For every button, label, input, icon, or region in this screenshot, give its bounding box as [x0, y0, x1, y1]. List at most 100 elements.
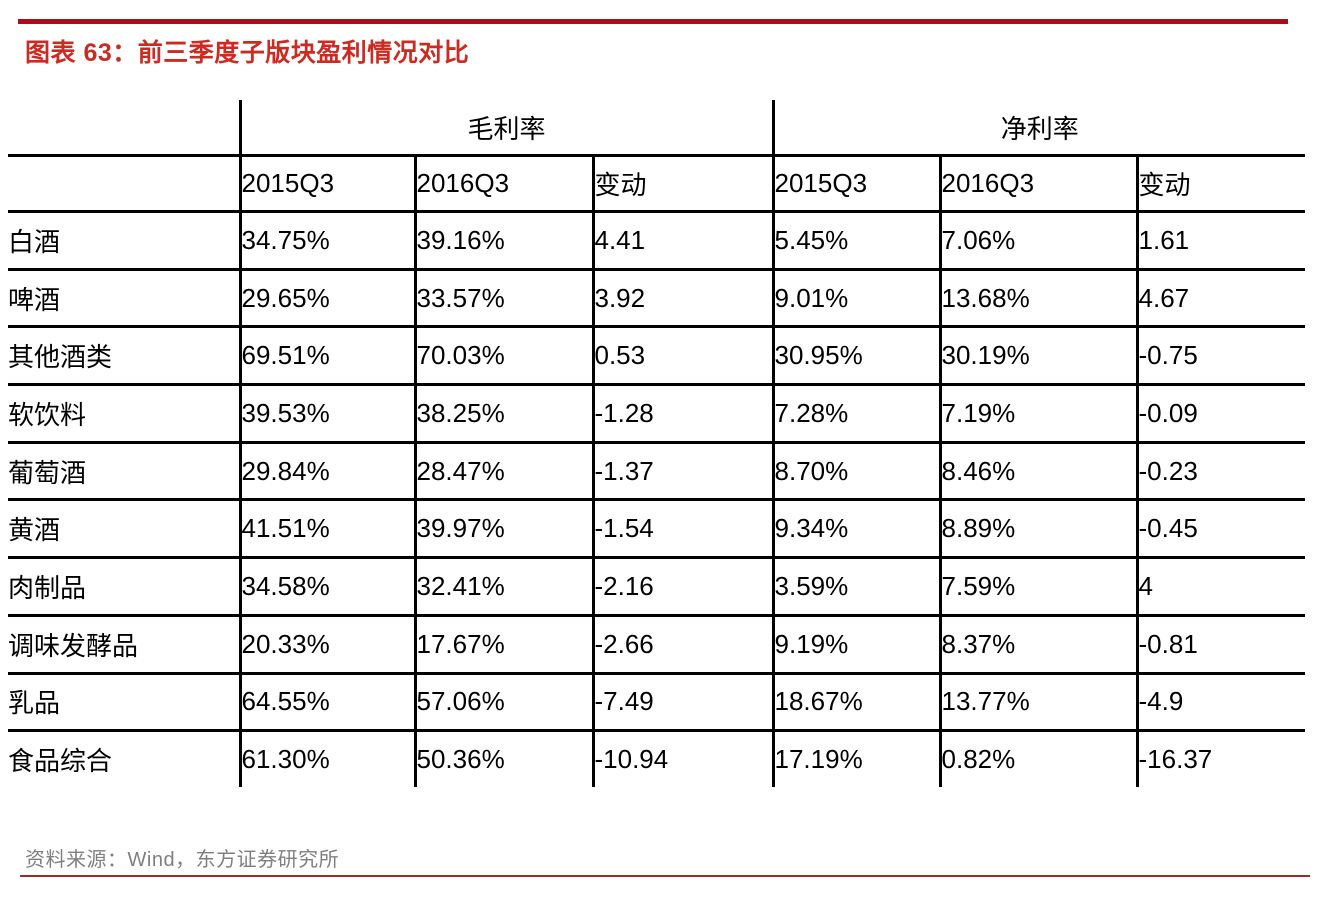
bottom-accent-rule: [20, 875, 1310, 877]
data-cell: -10.94: [591, 730, 774, 787]
row-label: 乳品: [8, 673, 240, 733]
data-cell: -0.81: [1135, 615, 1306, 675]
data-source-note: 资料来源：Wind，东方证券研究所: [25, 849, 340, 871]
data-cell: 61.30%: [238, 730, 415, 787]
data-cell: 39.97%: [413, 499, 593, 560]
column-header-nm-2015q3: 2015Q3: [771, 155, 941, 213]
data-cell: 8.37%: [938, 615, 1138, 675]
data-cell: 9.01%: [771, 269, 941, 329]
data-cell: -7.49: [591, 673, 774, 733]
table-header: 毛利率 净利率 2015Q3 2016Q3 变动 2015Q3 2016Q3 变…: [8, 100, 1306, 213]
data-cell: 41.51%: [238, 499, 415, 560]
top-accent-rule: [18, 19, 1288, 24]
data-cell: 8.46%: [938, 442, 1138, 502]
data-cell: 4.41: [591, 211, 774, 271]
data-cell: 17.19%: [771, 730, 941, 787]
table-row: 乳品 64.55% 57.06% -7.49 18.67% 13.77% -4.9: [8, 673, 1306, 733]
data-cell: 4.67: [1135, 269, 1306, 329]
data-cell: 29.84%: [238, 442, 415, 502]
data-cell: 7.06%: [938, 211, 1138, 271]
data-cell: 28.47%: [413, 442, 593, 502]
table-row: 软饮料 39.53% 38.25% -1.28 7.28% 7.19% -0.09: [8, 384, 1306, 444]
data-cell: 29.65%: [238, 269, 415, 329]
data-cell: 4: [1135, 557, 1306, 617]
data-cell: -2.16: [591, 557, 774, 617]
row-label: 软饮料: [8, 384, 240, 444]
data-cell: 30.95%: [771, 326, 941, 387]
row-label: 调味发酵品: [8, 615, 240, 675]
row-label: 食品综合: [8, 746, 113, 777]
table-row: 黄酒 41.51% 39.97% -1.54 9.34% 8.89% -0.45: [8, 499, 1306, 560]
data-cell: 57.06%: [413, 673, 593, 733]
data-cell: 7.59%: [938, 557, 1138, 617]
column-header-row: 2015Q3 2016Q3 变动 2015Q3 2016Q3 变动: [8, 155, 1306, 213]
data-cell: 20.33%: [238, 615, 415, 675]
data-cell: 64.55%: [238, 673, 415, 733]
profit-comparison-table: 毛利率 净利率 2015Q3 2016Q3 变动 2015Q3 2016Q3 变…: [8, 100, 1306, 787]
data-cell: -16.37: [1135, 730, 1306, 787]
row-label: 白酒: [8, 211, 240, 271]
table-row: 白酒 34.75% 39.16% 4.41 5.45% 7.06% 1.61: [8, 211, 1306, 271]
table-row: 其他酒类 69.51% 70.03% 0.53 30.95% 30.19% -0.75: [8, 326, 1306, 387]
data-cell: 69.51%: [238, 326, 415, 387]
data-cell: 34.58%: [238, 557, 415, 617]
data-cell: 32.41%: [413, 557, 593, 617]
data-cell: 34.75%: [238, 211, 415, 271]
row-label: 啤酒: [8, 269, 240, 329]
data-cell: 33.57%: [413, 269, 593, 329]
data-cell: 3.59%: [771, 557, 941, 617]
data-cell: 5.45%: [771, 211, 941, 271]
group-header-gross-margin: 毛利率: [238, 100, 774, 157]
column-header-nm-change: 变动: [1135, 155, 1306, 213]
profit-table-container: 毛利率 净利率 2015Q3 2016Q3 变动 2015Q3 2016Q3 变…: [8, 100, 1306, 787]
data-cell: 0.53: [591, 326, 774, 387]
data-cell: -0.75: [1135, 326, 1306, 387]
data-cell: -0.09: [1135, 384, 1306, 444]
data-cell: 70.03%: [413, 326, 593, 387]
row-label: 其他酒类: [8, 326, 240, 387]
data-cell: 7.19%: [938, 384, 1138, 444]
data-cell: -1.54: [591, 499, 774, 560]
data-cell: 7.28%: [771, 384, 941, 444]
data-cell: 8.89%: [938, 499, 1138, 560]
table-row: 葡萄酒 29.84% 28.47% -1.37 8.70% 8.46% -0.23: [8, 442, 1306, 502]
group-header-corner: [8, 100, 240, 157]
data-cell: 9.34%: [771, 499, 941, 560]
column-header-gm-2015q3: 2015Q3: [238, 155, 415, 213]
data-cell: -0.45: [1135, 499, 1306, 560]
data-cell: 1.61: [1135, 211, 1306, 271]
row-label: 葡萄酒: [8, 442, 240, 502]
data-cell: 17.67%: [413, 615, 593, 675]
data-cell: 0.82%: [938, 730, 1138, 787]
group-header-net-margin: 净利率: [771, 100, 1306, 157]
data-cell: 8.70%: [771, 442, 941, 502]
column-header-gm-change: 变动: [591, 155, 774, 213]
data-cell: -1.37: [591, 442, 774, 502]
column-header-gm-2016q3: 2016Q3: [413, 155, 593, 213]
data-cell: -1.28: [591, 384, 774, 444]
exhibit-title: 图表 63：前三季度子版块盈利情况对比: [25, 39, 470, 67]
column-header-nm-2016q3: 2016Q3: [938, 155, 1138, 213]
data-cell: 9.19%: [771, 615, 941, 675]
data-cell: -0.23: [1135, 442, 1306, 502]
data-cell: 38.25%: [413, 384, 593, 444]
data-cell: 13.68%: [938, 269, 1138, 329]
row-label: 黄酒: [8, 499, 240, 560]
data-cell: -4.9: [1135, 673, 1306, 733]
data-cell: 50.36%: [413, 730, 593, 787]
data-cell: 3.92: [591, 269, 774, 329]
data-cell: 18.67%: [771, 673, 941, 733]
data-cell: -2.66: [591, 615, 774, 675]
group-header-row: 毛利率 净利率: [8, 100, 1306, 157]
table-row: 食品综合 61.30% 50.36% -10.94 17.19% 0.82% -16.37: [8, 730, 1306, 787]
row-label: 肉制品: [8, 557, 240, 617]
table-row: 啤酒 29.65% 33.57% 3.92 9.01% 13.68% 4.67: [8, 269, 1306, 329]
data-cell: 39.16%: [413, 211, 593, 271]
data-cell: 13.77%: [938, 673, 1138, 733]
table-row: 调味发酵品 20.33% 17.67% -2.66 9.19% 8.37% -0.81: [8, 615, 1306, 675]
column-header-blank: [8, 155, 240, 213]
table-row: 肉制品 34.58% 32.41% -2.16 3.59% 7.59% 4: [8, 557, 1306, 617]
data-cell: 39.53%: [238, 384, 415, 444]
data-cell: 30.19%: [938, 326, 1138, 387]
table-body: 白酒 34.75% 39.16% 4.41 5.45% 7.06% 1.61 啤酒 29.65%…: [8, 211, 1306, 787]
